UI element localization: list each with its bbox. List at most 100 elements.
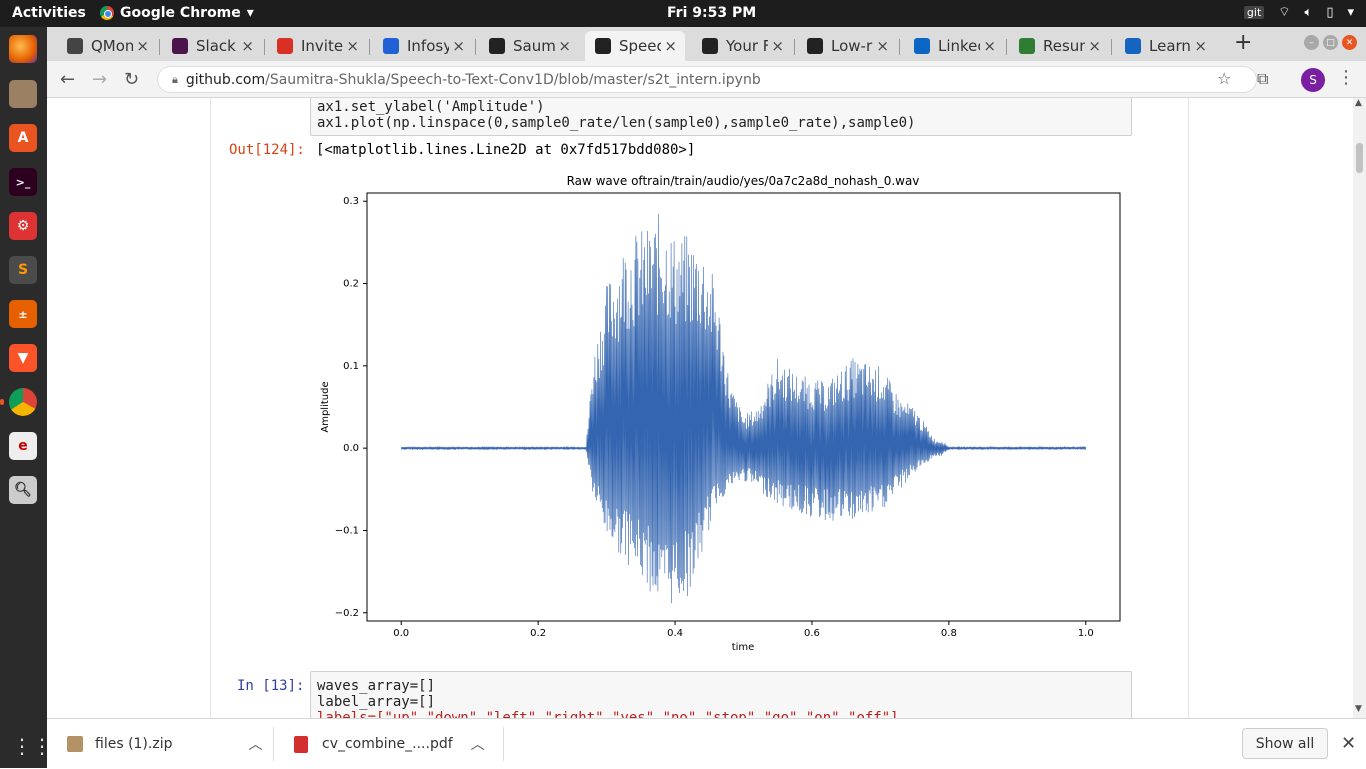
menu-kebab-icon[interactable]: ⋮ (1337, 67, 1355, 88)
tab-close-icon[interactable]: × (346, 37, 359, 55)
close-icon[interactable]: ✕ (1341, 733, 1357, 754)
page-scrollbar[interactable]: ▲ ▼ (1353, 98, 1366, 718)
tab-favicon-icon (914, 38, 930, 54)
firefox-icon[interactable] (9, 35, 37, 63)
tab-close-icon[interactable]: × (876, 37, 889, 55)
lock-icon[interactable]: 🔒︎ (172, 72, 178, 86)
close-window-icon[interactable]: ✕ (1342, 35, 1357, 50)
y-tick-label: 0.0 (343, 443, 359, 454)
chrome-dock-icon[interactable] (0, 388, 37, 416)
tab-favicon-icon (383, 38, 399, 54)
tab-label: Saumi (513, 37, 555, 55)
chevron-up-icon[interactable]: ︿ (248, 737, 263, 753)
tab-2[interactable]: Invite × (267, 31, 367, 61)
download-filename: files (1).zip (95, 736, 173, 752)
waveform-plot: Raw wave oftrain/train/audio/yes/0a7c2a8… (320, 174, 1121, 653)
minimize-icon[interactable]: – (1304, 35, 1319, 50)
tab-favicon-icon (595, 38, 611, 54)
chevron-down-icon: ▾ (246, 5, 254, 21)
tab-favicon-icon (1019, 38, 1035, 54)
battery-icon: ▯ (1326, 4, 1334, 20)
tab-close-icon[interactable]: × (771, 37, 784, 55)
tab-close-icon[interactable]: × (136, 37, 149, 55)
notebook-container (210, 98, 1189, 718)
maximize-icon[interactable]: □ (1323, 35, 1338, 50)
tab-close-icon[interactable]: × (1194, 37, 1207, 55)
wps-pdf-icon[interactable]: e (9, 432, 37, 460)
tab-favicon-icon (702, 38, 718, 54)
tab-close-icon[interactable]: × (664, 37, 677, 55)
tab-5[interactable]: Speec × (585, 31, 685, 61)
tab-label: QMon (91, 37, 133, 55)
tab-9[interactable]: Resun × (1009, 31, 1109, 61)
address-bar[interactable]: 🔒︎ github.com/Saumitra-Shukla/Speech-to-… (157, 66, 1257, 93)
y-tick-label: 0.3 (343, 196, 359, 207)
brave-icon[interactable]: ▼ (9, 344, 37, 372)
tab-close-icon[interactable]: × (983, 37, 996, 55)
tab-favicon-icon (67, 38, 83, 54)
new-tab-button[interactable]: + (1234, 30, 1253, 55)
git-indicator-icon[interactable]: git (1243, 5, 1265, 19)
tab-3[interactable]: Infosy × (373, 31, 473, 61)
chevron-up-icon[interactable]: ︿ (470, 737, 485, 753)
code-cell-plot[interactable]: ax1.set_ylabel('Amplitude') ax1.plot(np.… (310, 98, 1132, 136)
files-icon[interactable] (9, 80, 37, 108)
system-tray[interactable]: git ⌔ 🔈︎ ▯ ▾ (1243, 4, 1354, 20)
scroll-down-icon[interactable]: ▼ (1355, 704, 1362, 714)
chart-title: Raw wave oftrain/train/audio/yes/0a7c2a8… (567, 174, 920, 188)
tab-7[interactable]: Low-r × (797, 31, 897, 61)
tab-0[interactable]: QMon × (57, 31, 157, 61)
calculator-icon[interactable]: ± (9, 300, 37, 328)
extension-icon[interactable]: ⧉ (1257, 69, 1269, 88)
browser-toolbar: ← → ↻ 🔒︎ github.com/Saumitra-Shukla/Spee… (47, 61, 1366, 98)
show-all-button[interactable]: Show all (1242, 728, 1328, 759)
code-cell-waves[interactable]: waves_array=[] label_array=[] labels=["u… (310, 671, 1132, 718)
tab-8[interactable]: Linkec× (904, 31, 1004, 61)
terminal-icon[interactable]: >_ (9, 168, 37, 196)
x-tick-label: 0.4 (667, 628, 683, 639)
tab-label: Speec (619, 37, 661, 55)
zip-file-icon (67, 736, 83, 752)
back-icon[interactable]: ← (60, 69, 76, 90)
volume-icon: 🔈︎ (1304, 4, 1313, 20)
image-viewer-icon[interactable]: 🔍︎ (9, 476, 37, 504)
profile-avatar[interactable]: S (1301, 68, 1325, 92)
reload-icon[interactable]: ↻ (124, 69, 140, 90)
tab-label: Infosy (407, 37, 449, 55)
tab-4[interactable]: Saumi× (479, 31, 579, 61)
tab-close-icon[interactable]: × (558, 37, 571, 55)
tab-close-icon[interactable]: × (452, 37, 465, 55)
url-path: /Saumitra-Shukla/Speech-to-Text-Conv1D/b… (265, 71, 761, 88)
page-content: ax1.set_ylabel('Amplitude') ax1.plot(np.… (47, 98, 1353, 718)
tab-favicon-icon (489, 38, 505, 54)
forward-icon[interactable]: → (92, 69, 108, 90)
scroll-up-icon[interactable]: ▲ (1355, 98, 1362, 108)
x-tick-label: 0.0 (393, 628, 409, 639)
app-menu[interactable]: Google Chrome ▾ (100, 5, 254, 21)
out-prompt: Out[124]: (229, 142, 305, 158)
clock[interactable]: Fri 9:53 PM (667, 5, 757, 21)
tab-label: Resun (1043, 37, 1085, 55)
y-tick-label: −0.2 (335, 608, 359, 619)
activities-button[interactable]: Activities (12, 5, 86, 21)
scrollbar-thumb[interactable] (1356, 143, 1363, 173)
sublime-text-icon[interactable]: S (9, 256, 37, 284)
tab-label: Invite (301, 37, 343, 55)
tab-10[interactable]: Learn × (1115, 31, 1215, 61)
tab-separator (1006, 39, 1007, 55)
download-item[interactable]: cv_combine_....pdf ︿ (294, 719, 485, 769)
tab-close-icon[interactable]: × (241, 37, 254, 55)
x-tick-label: 0.6 (804, 628, 820, 639)
tab-separator (159, 39, 160, 55)
download-item[interactable]: files (1).zip ︿ (67, 719, 262, 769)
software-center-icon[interactable]: A (9, 124, 37, 152)
bookmark-star-icon[interactable]: ☆ (1217, 69, 1232, 88)
divider (273, 727, 274, 761)
settings-icon[interactable]: ⚙ (9, 212, 37, 240)
tab-separator (475, 39, 476, 55)
tab-label: Your F (726, 37, 768, 55)
code-line: waves_array=[] (317, 678, 436, 694)
tab-close-icon[interactable]: × (1088, 37, 1101, 55)
tab-6[interactable]: Your F × (692, 31, 792, 61)
tab-1[interactable]: Slack |× (162, 31, 262, 61)
